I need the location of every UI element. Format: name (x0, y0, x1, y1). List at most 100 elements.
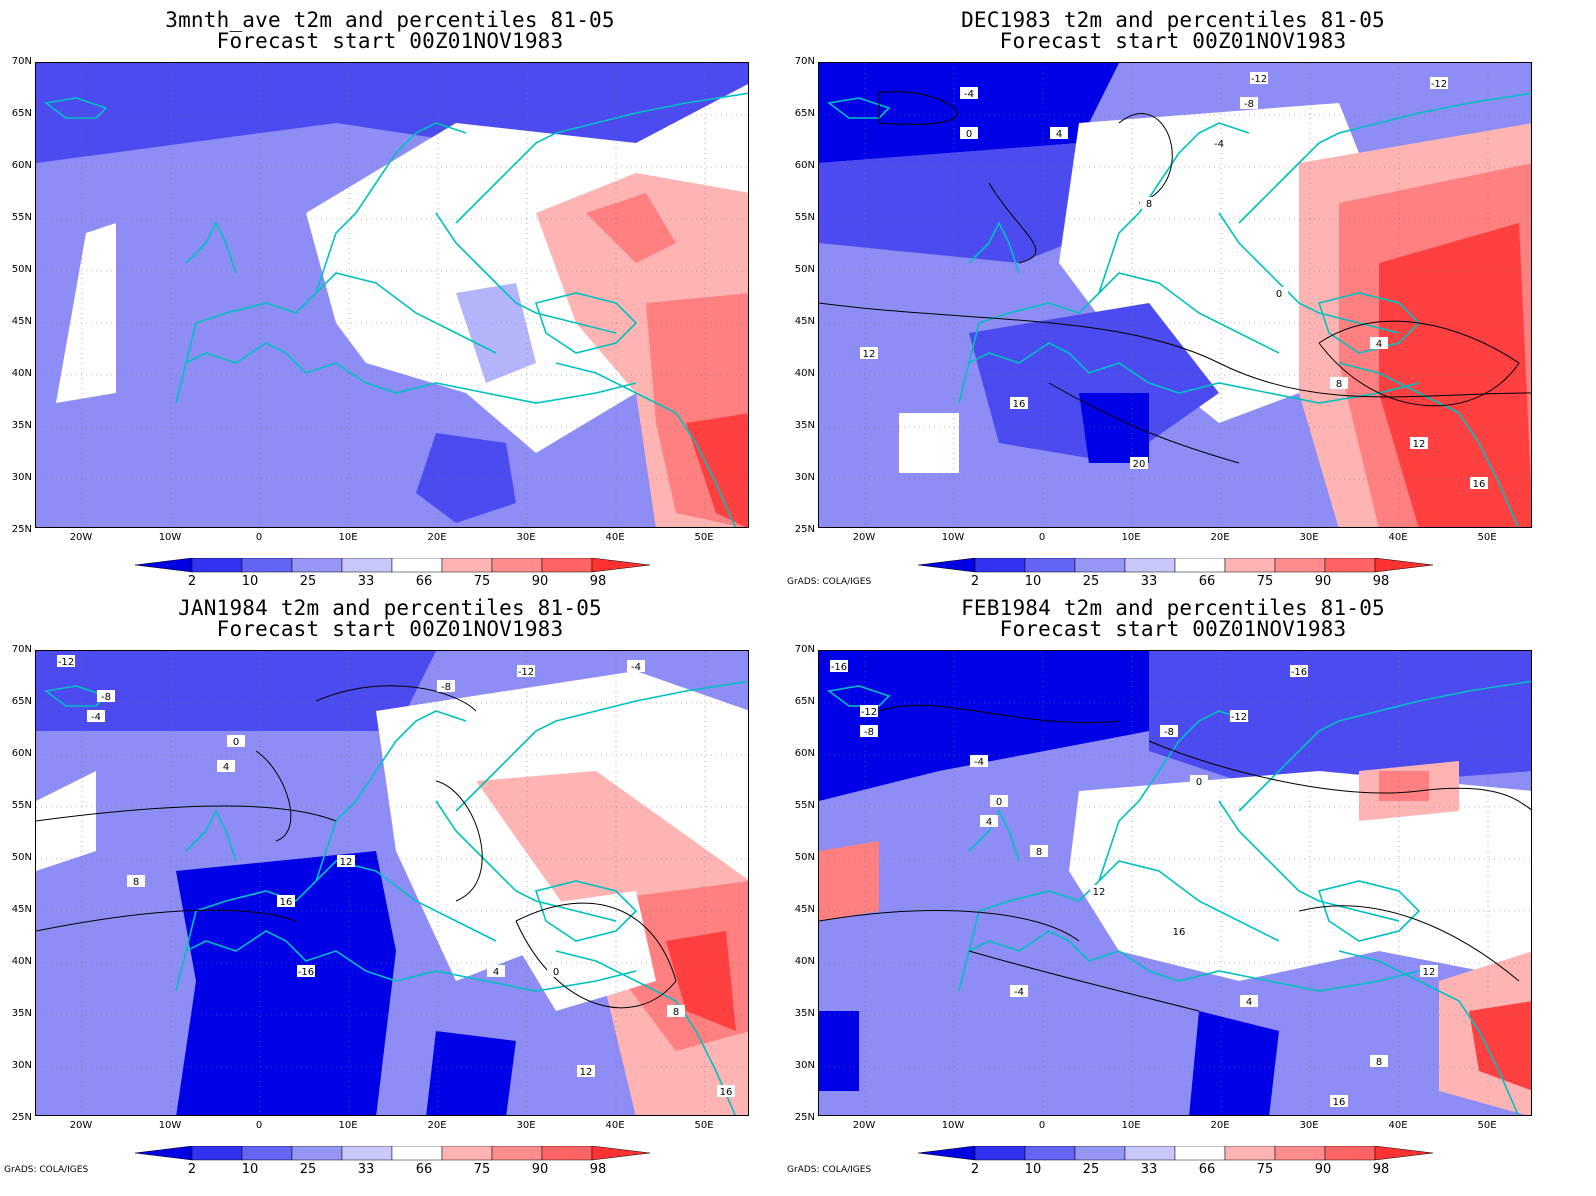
percentile-region (1189, 1011, 1279, 1115)
colorbar-label: 66 (1198, 1162, 1216, 1177)
percentile-region (819, 1011, 859, 1091)
colorbar-label: 98 (1372, 1162, 1390, 1177)
lon-tick-label: 30E (516, 1120, 536, 1131)
contour-label-text: 0 (966, 129, 972, 140)
colorbar-svg (917, 557, 1434, 573)
map-panel-2: DEC1983 t2m and percentiles 81-05 Forecas… (783, 0, 1563, 590)
colorbar-swatch (1024, 1145, 1076, 1161)
lon-tick-label: 40E (605, 1120, 625, 1131)
colorbar-swatch (1274, 557, 1326, 573)
contour-label-text: 0 (553, 967, 559, 978)
contour-label: 12 (860, 347, 878, 360)
coastline (175, 930, 637, 992)
lon-tick-label: 10W (941, 1120, 965, 1131)
contour-label: 4 (487, 965, 505, 978)
lat-tick-label: 70N (11, 644, 32, 655)
coastline (1238, 92, 1531, 224)
coastline (455, 680, 748, 812)
colorbar-arrow-left (917, 557, 976, 573)
colorbar-label: 2 (970, 1162, 980, 1177)
colorbar-label: 33 (357, 1162, 375, 1177)
contour-label: 16 (277, 895, 295, 908)
lat-tick-label: 50N (794, 264, 815, 275)
colorbar-arrow-left (134, 1145, 193, 1161)
contour-label: 12 (1090, 885, 1108, 898)
contour-label: 12 (1410, 437, 1428, 450)
contour-label: 0 (1190, 775, 1208, 788)
coastline (185, 221, 237, 274)
contour-label: -12 (860, 705, 878, 718)
lon-tick-label: 50E (694, 1120, 714, 1131)
coastline (827, 97, 891, 119)
coastline (1218, 800, 1400, 922)
lon-tick-label: 0 (1038, 532, 1046, 543)
coastline (315, 710, 467, 882)
panel-subtitle: Forecast start 00Z01NOV1983 (999, 29, 1347, 53)
contour-label: 8 (127, 875, 145, 888)
colorbar-label: 25 (299, 574, 317, 589)
percentile-region (1469, 1001, 1531, 1091)
lon-tick-label: 30E (1299, 532, 1319, 543)
colorbar-label: 2 (187, 574, 197, 589)
colorbar-label: 98 (589, 574, 607, 589)
colorbar-arrow-right (1374, 1145, 1434, 1161)
lon-tick-label: 30E (516, 532, 536, 543)
contour-label: 4 (1240, 995, 1258, 1008)
lon-tick-label: 20E (427, 1120, 447, 1131)
contour-label: 8 (1370, 1055, 1388, 1068)
percentile-region (819, 63, 1119, 163)
colorbar: 2 10 25 33 66 75 90 98 (134, 557, 651, 594)
contour-line (819, 910, 1080, 942)
panel-subtitle: Forecast start 00Z01NOV1983 (999, 617, 1347, 641)
contour-label-text: 4 (223, 762, 229, 773)
lat-tick-label: 45N (11, 904, 32, 915)
contour-label-text: -8 (1244, 99, 1254, 110)
contour-label: -4 (960, 87, 978, 100)
contour-label-text: -12 (58, 657, 74, 668)
contour-line (1148, 740, 1531, 811)
coastline (1338, 362, 1520, 527)
contour-label: 8 (1030, 845, 1048, 858)
colorbar-swatch (1124, 1145, 1176, 1161)
lat-tick-label: 25N (11, 524, 32, 535)
contour-label-text: -16 (1291, 667, 1307, 678)
coastline (534, 880, 638, 942)
contour-line (988, 182, 1037, 264)
contour-label: -8 (1240, 97, 1258, 110)
coastline (435, 800, 617, 922)
percentile-region (36, 651, 436, 731)
colorbar-label: 66 (1198, 574, 1216, 589)
contour-label-text: 8 (1376, 1057, 1382, 1068)
colorbar-swatch (341, 1145, 393, 1161)
contour-label: 8 (1140, 197, 1158, 210)
colorbar-svg (917, 1145, 1434, 1161)
colorbar-label: 66 (415, 574, 433, 589)
colorbar-label: 75 (1256, 574, 1274, 589)
colorbar-swatch (291, 557, 343, 573)
lat-tick-label: 50N (11, 264, 32, 275)
contour-label-text: -4 (964, 89, 974, 100)
lat-tick-label: 40N (794, 956, 815, 967)
contour-line (36, 909, 297, 932)
colorbar-swatch (1074, 1145, 1126, 1161)
lat-tick-label: 35N (11, 420, 32, 431)
map-area (35, 62, 749, 528)
contour-label-text: 8 (133, 877, 139, 888)
percentile-region (899, 413, 959, 473)
coastline (44, 97, 108, 119)
lat-tick-label: 65N (11, 696, 32, 707)
contour-line (315, 685, 477, 712)
contour-label-text: 0 (1276, 289, 1282, 300)
contour-label-text: 8 (673, 1007, 679, 1018)
contour-label-text: -12 (861, 707, 877, 718)
contour-label: -12 (1250, 72, 1268, 85)
percentile-region (1379, 771, 1429, 801)
lat-tick-label: 55N (11, 212, 32, 223)
contour-label-text: 4 (493, 967, 499, 978)
colorbar-swatch (1224, 1145, 1276, 1161)
colorbar-swatch (1274, 1145, 1326, 1161)
contour-label: 16 (1330, 1095, 1348, 1108)
colorbar-swatch (241, 1145, 293, 1161)
contour-line (1048, 382, 1240, 464)
